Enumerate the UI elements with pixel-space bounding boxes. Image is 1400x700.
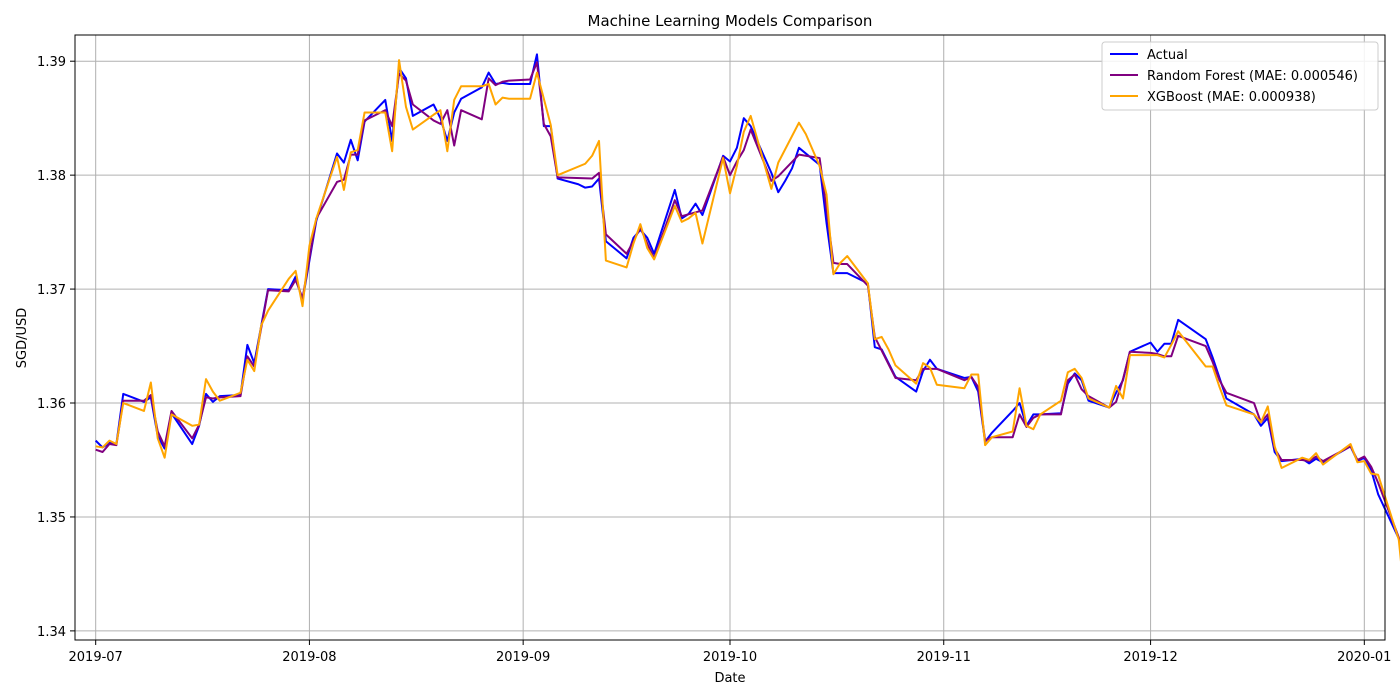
x-tick-label: 2020-01	[1337, 650, 1391, 665]
x-tick-label: 2019-08	[282, 650, 336, 665]
x-tick-label: 2019-10	[703, 650, 757, 665]
legend-label-actual: Actual	[1147, 48, 1188, 63]
series-xgboost-line	[95, 59, 1400, 562]
legend-box	[1101, 41, 1379, 111]
gridlines	[75, 35, 1385, 640]
axis-ticks: 2019-07 2019-08 2019-09 2019-10 2019-11 2019-…	[37, 55, 1391, 665]
x-tick-label: 2019-12	[1123, 650, 1177, 665]
y-tick-label: 1.35	[37, 511, 66, 526]
x-tick-label: 2019-11	[917, 650, 971, 665]
y-axis-label: SGD/USD	[15, 308, 30, 369]
y-tick-label: 1.36	[37, 397, 66, 412]
x-tick-label: 2019-09	[496, 650, 550, 665]
x-tick-label: 2019-07	[69, 650, 123, 665]
legend-label-xgboost: XGBoost (MAE: 0.000938)	[1147, 90, 1316, 105]
chart-title: Machine Learning Models Comparison	[588, 12, 873, 30]
series-lines	[94, 53, 1400, 562]
y-tick-label: 1.34	[37, 625, 66, 640]
x-axis-label: Date	[714, 671, 745, 686]
y-tick-label: 1.38	[37, 169, 66, 184]
legend: Actual Random Forest (MAE: 0.000546) XGB…	[1101, 41, 1379, 111]
y-tick-label: 1.37	[37, 283, 66, 298]
legend-label-random-forest: Random Forest (MAE: 0.000546)	[1147, 69, 1358, 84]
y-tick-label: 1.39	[37, 55, 66, 70]
series-random-forest-line	[95, 61, 1400, 549]
